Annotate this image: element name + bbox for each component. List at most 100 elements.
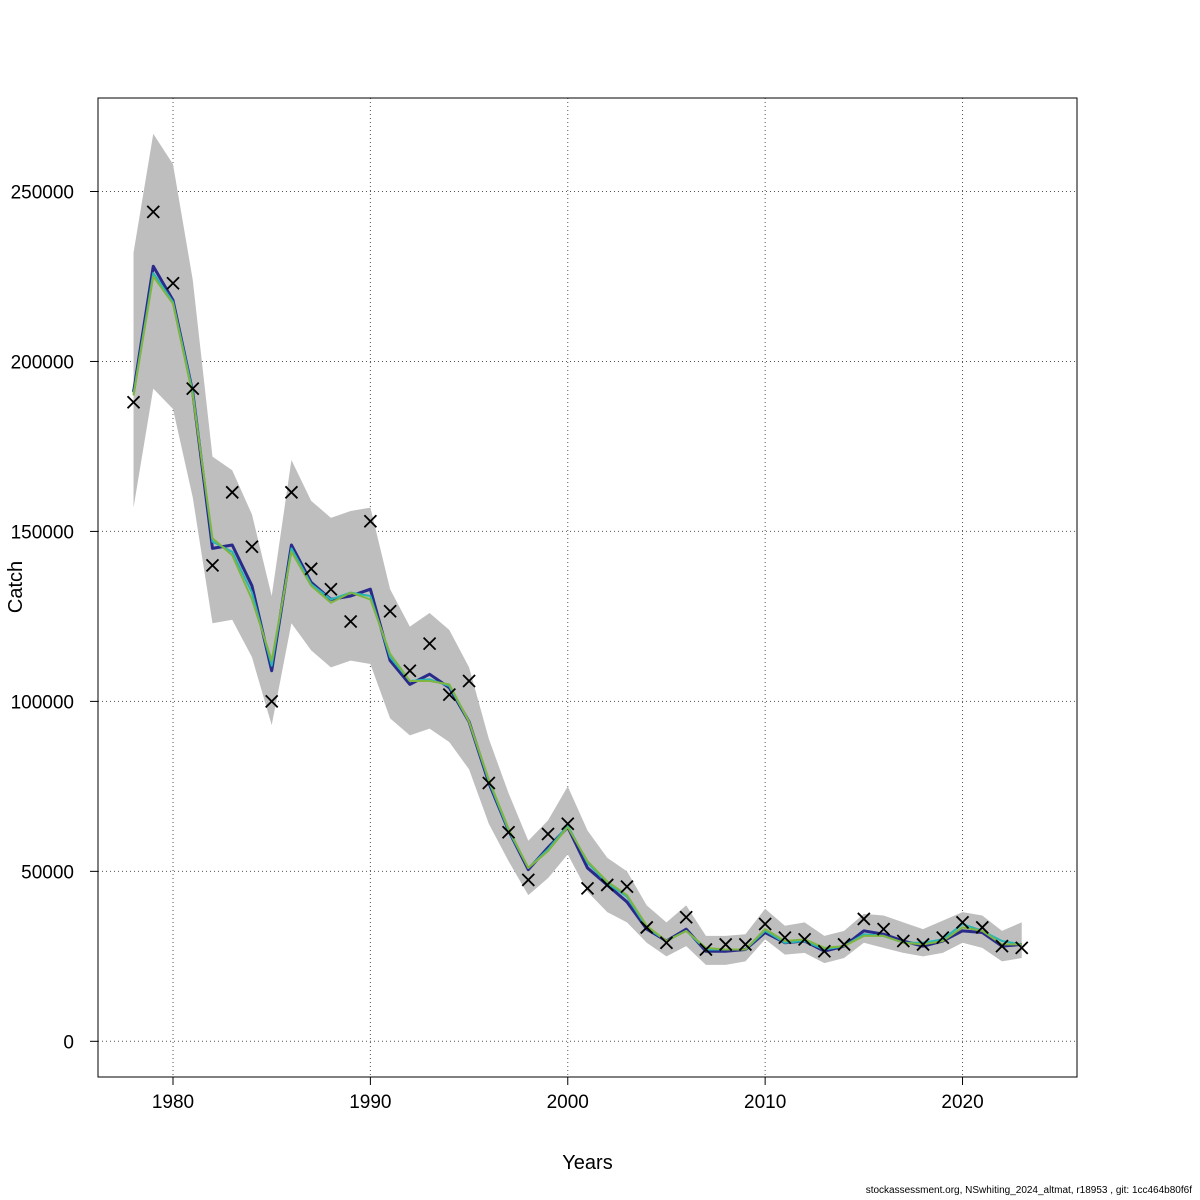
observed-point-2013 (817, 944, 831, 958)
observed-point-1989 (344, 614, 358, 629)
observed-point-stroke (679, 910, 693, 924)
observed-point-1983 (225, 485, 239, 499)
observed-point-stroke (265, 694, 279, 709)
y-tick-label-100000: 100000 (11, 692, 74, 713)
observed-point-1986 (284, 485, 299, 499)
observed-point-1982 (205, 558, 220, 573)
observed-point-2008 (719, 937, 733, 952)
observed-point-stroke (245, 540, 259, 554)
observed-point-2020 (955, 915, 970, 929)
observed-point-stroke (284, 485, 299, 499)
observed-point-2002 (600, 878, 614, 892)
observed-point-1987 (304, 562, 318, 576)
observed-point-stroke (955, 915, 970, 929)
observed-point-1995 (462, 674, 476, 688)
observed-point-1979 (146, 205, 160, 219)
x-axis-title: Years (562, 1152, 612, 1174)
observed-point-1993 (422, 636, 437, 651)
observed-point-stroke (936, 930, 950, 945)
observed-point-1999 (541, 827, 555, 841)
observed-point-1998 (521, 873, 535, 887)
observed-point-stroke (758, 917, 772, 931)
y-tick-label-150000: 150000 (11, 522, 74, 543)
observed-point-2015 (857, 912, 871, 926)
observed-point-2010 (758, 917, 772, 931)
observed-point-1984 (245, 540, 259, 554)
observed-point-stroke (541, 827, 555, 841)
observed-point-stroke (778, 930, 792, 945)
observed-point-stroke (344, 614, 358, 629)
observed-point-2009 (738, 937, 753, 952)
x-tick-label-1990: 1990 (349, 1092, 391, 1113)
observed-point-stroke (580, 881, 595, 895)
observed-point-stroke (797, 932, 812, 946)
observed-point-stroke (186, 382, 200, 396)
confidence-band (133, 133, 1022, 965)
observed-point-stroke (304, 562, 318, 576)
observed-point-2021 (975, 920, 989, 935)
x-tick-label-2010: 2010 (744, 1092, 786, 1113)
fitted-lines-layer (132, 264, 1022, 953)
observed-point-2011 (778, 930, 792, 945)
observed-point-stroke (324, 582, 338, 596)
observed-point-stroke (205, 558, 220, 573)
observed-point-stroke (837, 937, 851, 952)
observed-point-stroke (442, 687, 456, 702)
observed-point-stroke (876, 922, 891, 936)
x-tick-label-1980: 1980 (152, 1092, 194, 1113)
observed-point-1992 (403, 664, 417, 678)
observed-point-stroke (719, 937, 733, 952)
observed-point-2016 (876, 922, 891, 936)
confidence-band-layer (133, 133, 1022, 965)
fitted-line-3 (132, 275, 1022, 951)
observed-point-stroke (403, 664, 417, 678)
y-tick-label-200000: 200000 (11, 352, 74, 373)
observed-point-2005 (659, 936, 674, 950)
observed-point-2004 (640, 920, 654, 935)
axes: 1980 1990 2000 2010 2020 0 50000 100000 150000 20… (11, 182, 984, 1113)
plot-frame (97, 97, 1078, 1078)
observed-point-1980 (166, 276, 180, 290)
observed-point-stroke (422, 636, 437, 651)
observed-point-stroke (363, 514, 378, 528)
observed-point-stroke (561, 817, 575, 831)
y-tick-label-50000: 50000 (21, 862, 74, 883)
observed-point-1997 (501, 825, 516, 839)
observed-point-stroke (640, 920, 654, 935)
observed-point-2022 (995, 939, 1009, 953)
observed-point-2001 (580, 881, 595, 895)
observed-point-2006 (679, 910, 693, 924)
observed-point-stroke (896, 934, 910, 948)
y-tick-label-0: 0 (63, 1032, 74, 1053)
observed-point-2012 (797, 932, 812, 946)
observed-point-2018 (916, 937, 930, 952)
observed-point-2003 (620, 880, 634, 894)
x-tick-label-2020: 2020 (941, 1092, 983, 1113)
observed-point-stroke (146, 205, 160, 219)
observed-point-1978 (126, 395, 141, 409)
y-axis-title: Catch (5, 561, 27, 613)
observed-point-stroke (521, 873, 535, 887)
observed-point-stroke (699, 942, 713, 957)
observed-point-2019 (936, 930, 950, 945)
observed-point-stroke (225, 485, 239, 499)
observed-point-1981 (186, 382, 200, 396)
observed-point-stroke (482, 776, 496, 790)
observed-point-stroke (501, 825, 516, 839)
observed-point-2000 (561, 817, 575, 831)
y-tick-label-250000: 250000 (11, 182, 74, 203)
observed-point-stroke (383, 604, 397, 618)
observed-point-1996 (482, 776, 496, 790)
observed-point-stroke (166, 276, 180, 290)
observed-point-1994 (442, 687, 456, 702)
observed-point-1985 (265, 694, 279, 709)
observed-point-stroke (600, 878, 614, 892)
observed-point-stroke (620, 880, 634, 894)
footer-credit: stockassessment.org, NSwhiting_2024_altm… (865, 1185, 1192, 1196)
observed-point-2023 (1015, 941, 1029, 955)
observed-markers-layer (126, 205, 1029, 958)
observed-point-1990 (363, 514, 378, 528)
observed-point-1991 (383, 604, 397, 618)
x-tick-label-2000: 2000 (547, 1092, 589, 1113)
